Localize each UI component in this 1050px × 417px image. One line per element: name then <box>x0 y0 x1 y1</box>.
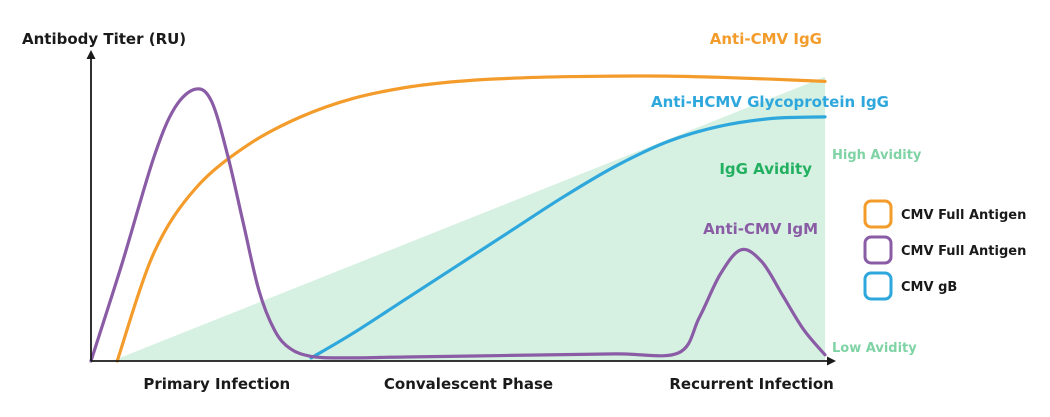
legend-swatch-icon <box>863 199 893 229</box>
avidity-title: IgG Avidity <box>719 160 812 178</box>
x-tick-label: Convalescent Phase <box>384 375 553 393</box>
series-line-anti-hcmv-glycoprotein-igg <box>309 115 827 360</box>
series-lines-group <box>89 74 827 363</box>
axes-group <box>86 50 836 366</box>
series-labels-group: Anti-CMV IgG Anti-HCMV Glycoprotein IgG An… <box>651 30 922 356</box>
x-tick-label: Primary Infection <box>143 375 290 393</box>
series-line-anti-cmv-igm <box>89 87 827 363</box>
low-avidity-label: Low Avidity <box>832 341 917 356</box>
avidity-area-group <box>112 76 825 361</box>
legend-label: CMV gB <box>901 280 957 295</box>
legend: CMV Full Antigen CMV Full Antigen CMV gB <box>863 199 1026 301</box>
legend-swatch-icon <box>863 271 893 301</box>
avidity-area <box>112 76 825 361</box>
high-avidity-label: High Avidity <box>832 148 922 163</box>
x-tick-label: Recurrent Infection <box>669 375 833 393</box>
series-label: Anti-CMV IgM <box>703 220 818 238</box>
y-axis-label: Antibody Titer (RU) <box>22 30 186 48</box>
x-tick-labels: Primary Infection Convalescent Phase Recur… <box>143 375 833 393</box>
series-label: Anti-CMV IgG <box>710 30 822 48</box>
legend-swatch-icon <box>863 235 893 265</box>
legend-label: CMV Full Antigen <box>901 208 1026 223</box>
series-label: Anti-HCMV Glycoprotein IgG <box>651 93 889 111</box>
y-axis-arrow-icon <box>86 50 96 59</box>
x-axis-arrow-icon <box>827 356 836 366</box>
series-line-anti-cmv-igg <box>115 74 827 363</box>
legend-label: CMV Full Antigen <box>901 244 1026 259</box>
